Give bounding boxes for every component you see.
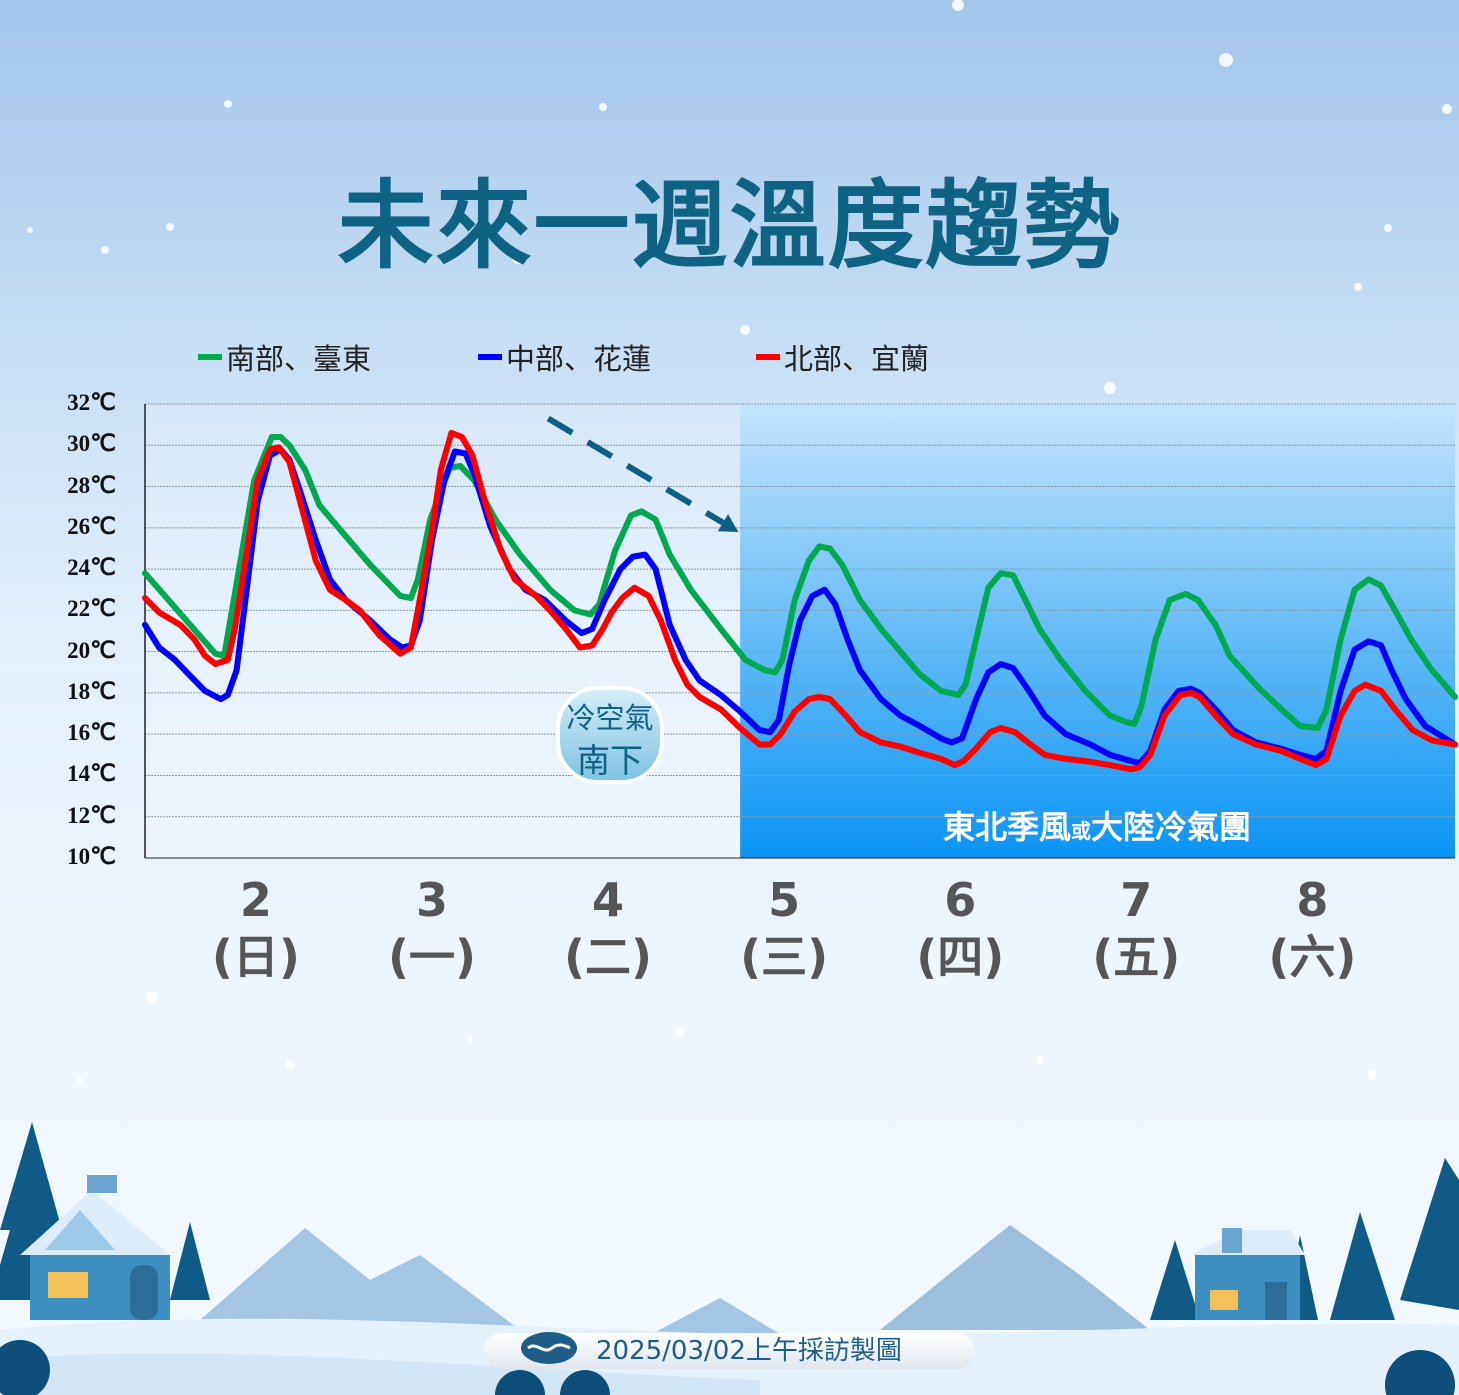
x-tick-label: 5 (三) — [714, 874, 854, 988]
x-tick-label: 2 (日) — [186, 874, 326, 988]
weekday: (日) — [211, 930, 300, 984]
weekday: (三) — [740, 930, 829, 984]
monsoon-region-label: 東北季風或大陸冷氣團 — [943, 808, 1251, 846]
y-tick-label: 22℃ — [67, 596, 116, 622]
day-number: 2 — [239, 873, 272, 927]
y-tick-label: 24℃ — [67, 555, 116, 581]
bushes — [0, 1340, 1455, 1395]
day-number: 4 — [592, 873, 625, 927]
house-left-icon — [20, 1175, 170, 1320]
y-tick-label: 28℃ — [67, 472, 116, 498]
trend-arrow — [546, 415, 739, 532]
legend-swatch-blue — [478, 354, 502, 360]
legend-item-central: 中部、花蓮 — [478, 336, 651, 378]
y-tick-label: 14℃ — [67, 761, 116, 787]
y-tick-label: 20℃ — [67, 637, 116, 663]
y-tick-label: 26℃ — [67, 513, 116, 539]
page-title: 未來一週溫度趨勢 — [337, 170, 1122, 282]
snowflakes — [27, 0, 1452, 1083]
x-tick-label: 7 (五) — [1066, 874, 1206, 988]
legend-item-south: 南部、臺東 — [198, 336, 371, 378]
weekday: (六) — [1268, 930, 1357, 984]
cold-air-line2: 南下 — [577, 741, 643, 780]
monsoon-shaded-region — [740, 404, 1455, 858]
y-tick-label: 10℃ — [67, 844, 116, 869]
series-line-北部、宜蘭 — [142, 429, 1458, 773]
x-tick-label: 4 (二) — [538, 874, 678, 988]
gridlines — [145, 403, 1455, 818]
x-tick-label: 8 (六) — [1242, 874, 1382, 988]
day-number: 3 — [415, 873, 448, 927]
footer-date: 2025/03/02上午採訪製圖 — [596, 1336, 902, 1366]
y-tick-label: 30℃ — [67, 431, 116, 457]
series-lines — [142, 429, 1458, 773]
y-tick-label: 16℃ — [67, 720, 116, 746]
cold-air-line1: 冷空氣 — [566, 701, 653, 735]
y-tick-label: 12℃ — [67, 802, 116, 828]
series-line-南部、臺東 — [142, 434, 1458, 731]
arrow-head-icon — [717, 514, 739, 532]
weekday: (五) — [1092, 930, 1181, 984]
day-number: 5 — [768, 873, 801, 927]
legend-label: 中部、花蓮 — [506, 342, 652, 376]
y-tick-label: 32℃ — [67, 390, 116, 415]
mountains — [200, 1225, 1150, 1340]
weekday: (四) — [916, 930, 1005, 984]
day-number: 6 — [944, 873, 977, 927]
house-right-icon — [1190, 1228, 1305, 1320]
cwa-logo-icon — [521, 1332, 577, 1364]
legend-swatch-red — [756, 354, 780, 360]
trees — [0, 1122, 1459, 1320]
temperature-chart: 冷空氣 南下 東北季風或大陸冷氣團 — [142, 403, 1458, 859]
cold-air-bubble: 冷空氣 南下 — [556, 686, 664, 784]
y-tick-label: 18℃ — [67, 678, 116, 704]
day-number: 7 — [1120, 873, 1153, 927]
legend-swatch-green — [198, 354, 222, 360]
x-tick-label: 3 (一) — [362, 874, 502, 988]
weekday: (一) — [387, 930, 477, 984]
legend-label: 北部、宜蘭 — [784, 342, 930, 376]
legend-item-north: 北部、宜蘭 — [756, 336, 929, 378]
legend-label: 南部、臺東 — [226, 342, 372, 376]
weekday: (二) — [564, 930, 653, 984]
x-tick-label: 6 (四) — [890, 874, 1030, 988]
day-number: 8 — [1296, 873, 1329, 927]
series-line-中部、花蓮 — [142, 446, 1458, 767]
